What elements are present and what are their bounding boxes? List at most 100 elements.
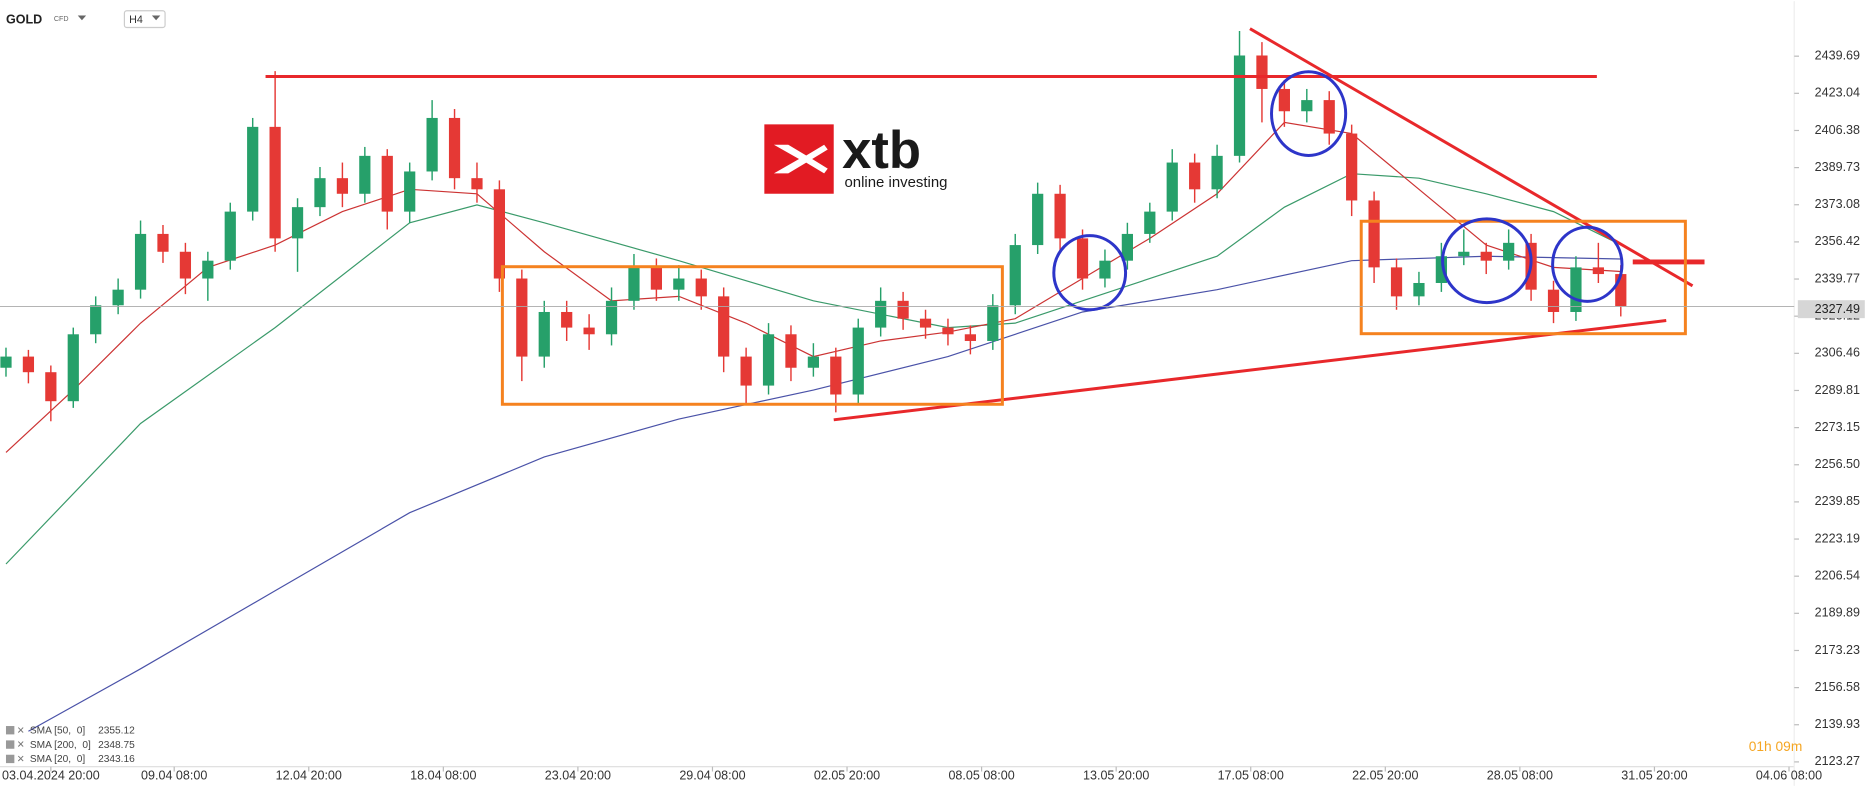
candle-body <box>516 278 528 357</box>
y-tick-label: 2389.73 <box>1815 160 1860 174</box>
candle-body <box>247 126 259 212</box>
candle-body <box>1009 245 1021 306</box>
highlight-circle <box>1052 234 1128 312</box>
candle-body <box>1592 267 1604 275</box>
candle-body <box>1076 238 1089 279</box>
candle-body <box>67 334 79 402</box>
candle-body <box>830 356 842 395</box>
x-tick-label: 31.05 20:00 <box>1621 769 1687 783</box>
candle-body <box>381 155 393 212</box>
candle-body <box>1323 100 1335 134</box>
x-tick-label: 09.04 08:00 <box>141 769 207 783</box>
x-tick-label: 02.05 20:00 <box>814 769 880 783</box>
candle-body <box>762 334 775 386</box>
candle-body <box>493 189 506 279</box>
candle-body <box>964 334 976 341</box>
y-tick-label: 2273.15 <box>1815 420 1860 434</box>
legend-icon <box>5 740 15 749</box>
legend-icon <box>5 754 15 764</box>
candle-body <box>605 300 618 335</box>
candle-body <box>628 267 640 301</box>
candle-body <box>1144 211 1156 234</box>
candle-body <box>1211 155 1223 190</box>
y-tick-label: 2189.89 <box>1815 606 1860 620</box>
annotations <box>265 27 1705 422</box>
candle-body <box>291 207 304 239</box>
highlight-circle <box>1551 225 1624 303</box>
legend-value: 2348.75 <box>98 740 135 751</box>
header: GOLD CFD H4 <box>6 10 166 29</box>
candle-body <box>1301 100 1313 112</box>
range-box <box>1359 219 1687 336</box>
ticks: 2439.69 2423.04 2406.38 2389.73 2373.08 2356.… <box>2 48 1860 782</box>
candle-body <box>673 278 685 290</box>
legend-name: SMA [20, 0] <box>30 754 86 765</box>
y-tick-label: 2406.38 <box>1815 123 1860 137</box>
candle-body <box>134 233 147 290</box>
y-tick-label: 2223.19 <box>1815 531 1860 545</box>
timeframe-box[interactable] <box>123 10 166 29</box>
candle-body <box>987 305 999 341</box>
candle-body <box>1570 267 1582 312</box>
candle-body <box>1413 282 1425 297</box>
candle-body <box>1346 133 1358 201</box>
candle-body <box>1615 274 1627 307</box>
candle-body <box>1503 242 1515 261</box>
y-tick-label: 2139.93 <box>1815 717 1860 731</box>
candle-body <box>1278 88 1290 112</box>
y-tick-label: 2123.27 <box>1815 754 1860 768</box>
candle-body <box>1480 251 1492 261</box>
y-tick-label: 2289.81 <box>1815 383 1860 397</box>
candle-body <box>1032 193 1044 246</box>
x-tick-label: 23.04 20:00 <box>545 769 611 783</box>
candle-body <box>942 327 954 335</box>
legend-value: 2355.12 <box>98 726 135 737</box>
candle-body <box>1458 251 1470 257</box>
candle-body <box>1054 193 1066 239</box>
instrument: GOLD <box>6 13 42 27</box>
candle-body <box>157 233 169 252</box>
candle-body <box>1189 162 1201 190</box>
candle-body <box>1256 55 1268 89</box>
candle-body <box>1390 267 1403 297</box>
legend-name: SMA [50, 0] <box>30 726 86 737</box>
legend-close[interactable]: ✕ <box>17 725 25 736</box>
y-tick-label: 2256.50 <box>1815 457 1860 471</box>
last-price-label: 2327.49 <box>1815 302 1860 316</box>
down-trendline <box>1249 27 1694 288</box>
x-tick-label: 03.04.2024 20:00 <box>2 769 100 783</box>
candle-body <box>224 211 236 261</box>
logo-tagline: online investing <box>844 174 947 191</box>
candle-body <box>314 178 326 208</box>
dropdown-arrow[interactable] <box>151 15 161 21</box>
y-tick-label: 2423.04 <box>1815 86 1860 100</box>
legend-close[interactable]: ✕ <box>17 740 25 751</box>
highlight-circle <box>1270 70 1348 157</box>
legend: ✕ SMA [50, 0] 2355.12 ✕ SMA [200, 0] 2348.75 ✕… <box>5 725 135 765</box>
x-tick-label: 08.05 08:00 <box>948 769 1014 783</box>
candle-body <box>471 178 483 190</box>
dropdown-arrow[interactable] <box>77 15 87 21</box>
y-tick-label: 2339.77 <box>1815 271 1860 285</box>
legend-value: 2343.16 <box>98 754 135 765</box>
candle-body <box>740 356 752 386</box>
x-tick-label: 22.05 20:00 <box>1352 769 1418 783</box>
instrument-kind: CFD <box>54 15 69 23</box>
x-tick-label: 12.04 20:00 <box>276 769 342 783</box>
range-box <box>500 265 1004 406</box>
last-price-box <box>1797 300 1865 319</box>
y-tick-label: 2173.23 <box>1815 643 1860 657</box>
candle-body <box>202 260 214 279</box>
candle-body <box>1099 260 1111 279</box>
candle-body <box>538 311 550 357</box>
candle-body <box>695 278 707 297</box>
candle-body <box>336 178 349 194</box>
x-tick-label: 04.06 08:00 <box>1756 769 1822 783</box>
x-tick-label: 17.05 08:00 <box>1218 769 1284 783</box>
timeframe: H4 <box>129 14 143 26</box>
candle-body <box>1547 289 1560 312</box>
candle-body <box>1166 162 1178 212</box>
candle-body <box>919 318 932 328</box>
legend-close[interactable]: ✕ <box>17 754 25 765</box>
x-tick-label: 29.04 08:00 <box>679 769 745 783</box>
